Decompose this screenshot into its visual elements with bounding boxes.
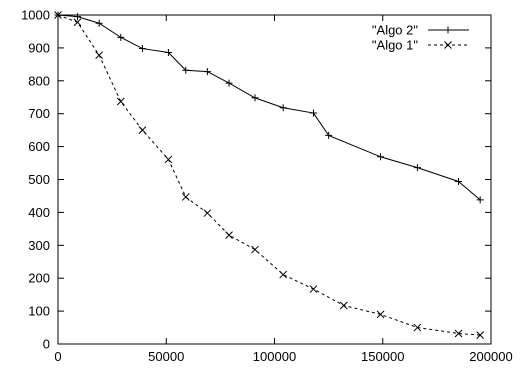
cross-marker bbox=[73, 18, 82, 27]
y-tick-label: 800 bbox=[28, 73, 50, 88]
x-tick-label: 100000 bbox=[253, 349, 296, 364]
x-tick-label: 0 bbox=[54, 349, 61, 364]
cross-marker bbox=[413, 323, 422, 332]
series-layer bbox=[54, 11, 485, 339]
cross-marker bbox=[476, 331, 485, 339]
plus-marker bbox=[225, 79, 233, 87]
cross-marker bbox=[116, 97, 125, 106]
cross-marker bbox=[279, 270, 288, 279]
plus-marker bbox=[309, 109, 317, 117]
legend: "Algo 2""Algo 1" bbox=[372, 23, 469, 53]
cross-marker bbox=[444, 41, 452, 49]
y-tick-label: 500 bbox=[28, 172, 50, 187]
plus-marker bbox=[455, 177, 463, 185]
series-0 bbox=[54, 11, 484, 204]
legend-label: "Algo 2" bbox=[372, 23, 418, 38]
plus-marker bbox=[95, 19, 103, 27]
cross-marker bbox=[376, 310, 385, 319]
plus-marker bbox=[203, 68, 211, 76]
y-tick-label: 300 bbox=[28, 238, 50, 253]
axis-ticks bbox=[57, 14, 492, 345]
legend-label: "Algo 1" bbox=[372, 38, 418, 53]
y-tick-label: 900 bbox=[28, 40, 50, 55]
plus-marker bbox=[251, 94, 259, 102]
y-tick-label: 600 bbox=[28, 139, 50, 154]
plus-marker bbox=[377, 153, 385, 161]
cross-marker bbox=[95, 51, 103, 59]
plus-marker bbox=[117, 33, 125, 41]
plus-marker bbox=[279, 104, 287, 112]
cross-marker bbox=[454, 329, 463, 338]
cross-marker bbox=[339, 301, 348, 310]
cross-marker bbox=[181, 193, 190, 201]
y-tick-label: 0 bbox=[43, 337, 50, 352]
cross-marker bbox=[54, 11, 62, 19]
cross-marker bbox=[225, 231, 233, 239]
y-tick-label: 1000 bbox=[21, 8, 50, 23]
plus-marker bbox=[325, 131, 333, 139]
plus-marker bbox=[476, 196, 484, 204]
x-tick-label: 200000 bbox=[469, 349, 512, 364]
y-tick-label: 200 bbox=[28, 271, 50, 286]
plus-marker bbox=[73, 13, 81, 21]
plus-marker bbox=[164, 49, 172, 57]
plus-marker bbox=[413, 164, 421, 172]
series-line bbox=[57, 14, 481, 336]
y-tick-label: 100 bbox=[28, 304, 50, 319]
cross-marker bbox=[138, 126, 147, 135]
y-tick-label: 400 bbox=[28, 205, 50, 220]
cross-marker bbox=[251, 245, 259, 254]
plot-frame bbox=[57, 14, 492, 345]
x-tick-label: 150000 bbox=[361, 349, 404, 364]
cross-marker bbox=[309, 285, 318, 293]
series-1 bbox=[54, 11, 485, 339]
x-tick-label: 50000 bbox=[148, 349, 184, 364]
y-tick-label: 700 bbox=[28, 106, 50, 121]
cross-marker bbox=[164, 155, 173, 164]
plus-marker bbox=[182, 66, 190, 74]
cross-marker bbox=[203, 209, 212, 217]
plus-marker bbox=[138, 45, 146, 53]
axis-tick-labels: 0 100 200 300 400 500 600 700 800 900 1000 0 50000 10… bbox=[21, 8, 513, 365]
plus-marker bbox=[444, 26, 452, 34]
